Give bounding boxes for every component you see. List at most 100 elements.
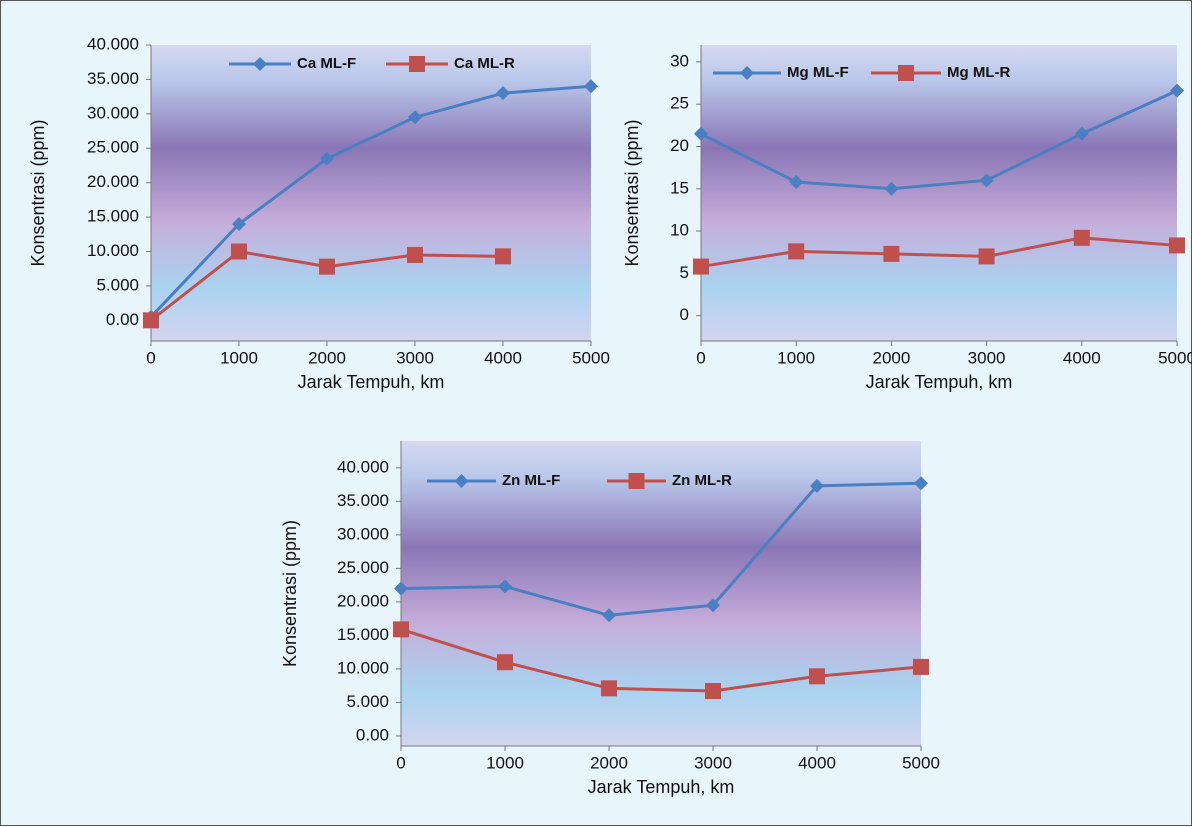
- diamond-marker: [810, 478, 824, 493]
- y-tick-label: 25.000: [87, 138, 139, 157]
- diamond-marker: [884, 181, 899, 196]
- series-line: [700, 89, 1178, 191]
- x-tick-label: 0: [396, 753, 405, 772]
- square-marker: [393, 621, 409, 638]
- diamond-marker: [694, 126, 708, 141]
- x-axis-title: Jarak Tempuh, km: [866, 372, 1013, 392]
- legend-marker: [409, 56, 425, 72]
- x-tick-label: 0: [696, 348, 705, 367]
- y-tick-label: 30.000: [87, 103, 139, 122]
- x-tick-label: 4000: [484, 348, 522, 367]
- diamond-marker: [584, 79, 598, 94]
- y-tick-label: 10.000: [87, 241, 139, 260]
- plot-area: [151, 45, 591, 341]
- square-marker: [231, 243, 247, 260]
- x-tick-label: 1000: [486, 753, 524, 772]
- y-tick-label: 20.000: [87, 172, 139, 191]
- x-tick-label: 5000: [572, 348, 610, 367]
- square-marker: [407, 246, 423, 263]
- diamond-marker: [394, 581, 408, 596]
- y-tick-label: 30.000: [337, 524, 389, 543]
- legend-label: Zn ML-R: [672, 472, 732, 489]
- diamond-marker: [408, 110, 422, 125]
- y-tick-label: 5.000: [96, 275, 139, 294]
- series-line: [700, 236, 1178, 269]
- square-marker: [883, 245, 900, 262]
- legend-marker: [740, 66, 754, 80]
- x-tick-label: 3000: [694, 753, 732, 772]
- square-marker: [978, 248, 995, 265]
- y-tick-label: 35.000: [87, 69, 139, 88]
- square-marker: [913, 658, 929, 675]
- y-tick-label: 20.000: [337, 591, 389, 610]
- diamond-marker: [914, 476, 928, 491]
- legend-marker: [454, 474, 469, 488]
- diamond-marker: [1170, 83, 1184, 98]
- y-tick-label: 15: [670, 178, 689, 197]
- square-marker: [495, 248, 511, 265]
- y-tick-label: 20: [670, 136, 689, 155]
- x-tick-label: 1000: [220, 348, 258, 367]
- plot-area: [401, 441, 921, 746]
- y-axis-title: Konsentrasi (ppm): [28, 119, 48, 266]
- square-marker: [809, 668, 825, 685]
- y-tick-label: 0.00: [106, 310, 139, 329]
- legend-marker: [898, 65, 914, 81]
- diamond-marker: [789, 175, 804, 190]
- square-marker: [1073, 229, 1090, 246]
- square-marker: [705, 683, 721, 700]
- y-tick-label: 10: [670, 221, 689, 240]
- x-tick-label: 4000: [1063, 348, 1101, 367]
- legend-label: Ca ML-F: [297, 55, 356, 72]
- diamond-marker: [602, 608, 616, 623]
- y-tick-label: 30: [670, 51, 689, 70]
- square-marker: [788, 243, 805, 260]
- y-tick-label: 15.000: [337, 625, 389, 644]
- x-tick-label: 3000: [968, 348, 1006, 367]
- legend-label: Mg ML-R: [947, 64, 1010, 81]
- y-tick-label: 5: [680, 263, 689, 282]
- x-tick-label: 2000: [308, 348, 346, 367]
- legend-label: Mg ML-F: [787, 64, 849, 81]
- x-tick-label: 5000: [1158, 348, 1192, 367]
- x-tick-label: 0: [146, 348, 155, 367]
- square-marker: [1169, 237, 1185, 254]
- square-marker: [319, 258, 335, 275]
- x-tick-label: 3000: [396, 348, 434, 367]
- diamond-marker: [320, 151, 334, 166]
- diamond-marker: [498, 579, 512, 594]
- diamond-marker: [1074, 126, 1089, 141]
- square-marker: [601, 680, 617, 697]
- legend-label: Zn ML-F: [502, 472, 560, 489]
- x-axis-title: Jarak Tempuh, km: [298, 372, 445, 392]
- y-tick-label: 5.000: [346, 692, 389, 711]
- y-tick-label: 25: [670, 94, 689, 113]
- y-axis-title: Konsentrasi (ppm): [622, 119, 642, 266]
- x-tick-label: 1000: [777, 348, 815, 367]
- legend-marker: [253, 57, 267, 71]
- y-tick-label: 35.000: [337, 491, 389, 510]
- y-tick-label: 15.000: [87, 207, 139, 226]
- x-axis-title: Jarak Tempuh, km: [588, 777, 735, 797]
- plot-area: [701, 45, 1177, 341]
- x-tick-label: 2000: [590, 753, 628, 772]
- legend-marker: [628, 473, 645, 489]
- x-tick-label: 2000: [872, 348, 910, 367]
- y-tick-label: 0: [680, 305, 689, 324]
- square-marker: [143, 312, 159, 329]
- diamond-marker: [496, 86, 510, 101]
- y-axis-title: Konsentrasi (ppm): [280, 520, 300, 667]
- y-tick-label: 0.00: [356, 725, 389, 744]
- y-tick-label: 40.000: [337, 457, 389, 476]
- square-marker: [693, 258, 709, 275]
- y-tick-label: 25.000: [337, 558, 389, 577]
- diamond-marker: [706, 598, 720, 613]
- legend-label: Ca ML-R: [454, 55, 515, 72]
- series-line: [400, 627, 922, 693]
- square-marker: [497, 654, 513, 671]
- diamond-marker: [232, 216, 246, 231]
- diamond-marker: [979, 173, 994, 188]
- x-tick-label: 5000: [902, 753, 940, 772]
